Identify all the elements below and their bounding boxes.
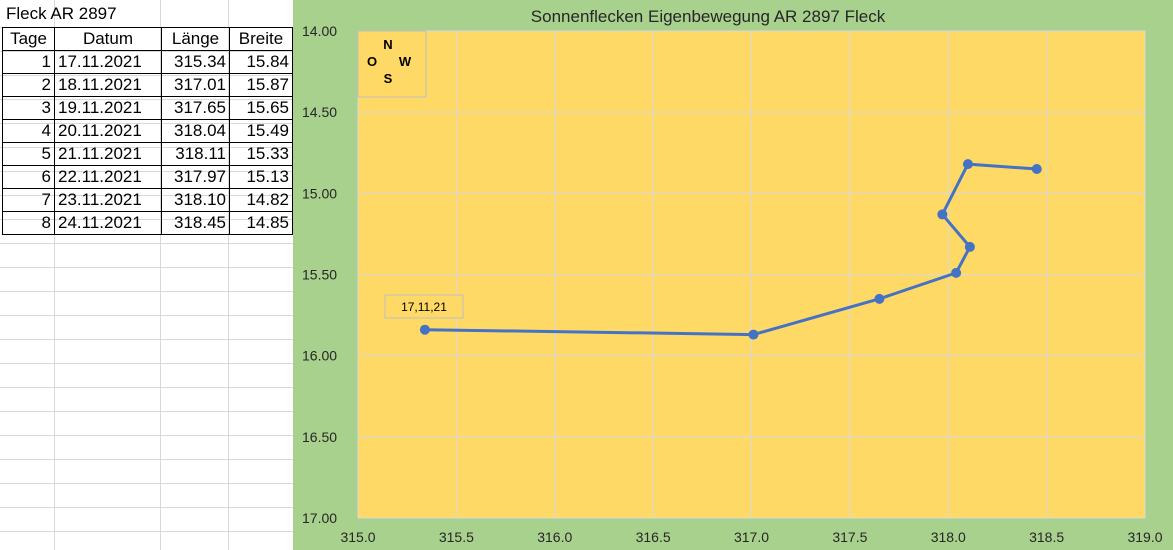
y-tick-label: 14.00 — [302, 23, 337, 39]
y-tick-label: 14.50 — [302, 104, 337, 120]
table-row: 7 23.11.2021 318.10 14.82 — [2, 188, 293, 212]
y-tick-label: 15.50 — [302, 267, 337, 283]
grid-column-line — [54, 0, 55, 550]
cell-tage[interactable]: 2 — [2, 73, 55, 97]
cell-datum[interactable]: 19.11.2021 — [54, 96, 162, 120]
table-row: 8 24.11.2021 318.45 14.85 — [2, 211, 293, 235]
grid-row-line — [0, 291, 293, 292]
cell-datum[interactable]: 21.11.2021 — [54, 142, 162, 166]
x-tick-label: 317.0 — [734, 529, 769, 545]
chart-svg: 315.0 315.5 316.0 316.5 317.0 317.5 318.0 318.5… — [302, 7, 1163, 545]
series-line — [424, 162, 1037, 337]
table-row: 2 18.11.2021 317.01 15.87 — [2, 73, 293, 97]
grid-row-line — [0, 267, 293, 268]
cell-tage[interactable]: 8 — [2, 211, 55, 235]
data-point — [962, 159, 973, 170]
table-row: 1 17.11.2021 315.34 15.84 — [2, 50, 293, 74]
y-tick-label: 16.00 — [302, 348, 337, 364]
table-row: 3 19.11.2021 317.65 15.65 — [2, 96, 293, 120]
header-datum[interactable]: Datum — [54, 27, 162, 51]
compass-north: N — [383, 37, 392, 52]
cell-tage[interactable]: 7 — [2, 188, 55, 212]
grid-row-line — [0, 411, 293, 412]
cell-breite[interactable]: 14.85 — [229, 211, 293, 235]
y-tick-label: 17.00 — [302, 510, 337, 526]
grid-row-line — [0, 339, 293, 340]
grid-column-line — [228, 0, 229, 550]
grid-row-line — [0, 483, 293, 484]
table-header-row: Tage Datum Länge Breite — [2, 27, 293, 51]
y-tick-label: 15.00 — [302, 185, 337, 201]
cell-laenge[interactable]: 315.34 — [161, 50, 230, 74]
x-tick-label: 315.0 — [340, 529, 375, 545]
cell-breite[interactable]: 14.82 — [229, 188, 293, 212]
cell-laenge[interactable]: 317.65 — [161, 96, 230, 120]
compass-south: S — [384, 71, 393, 86]
cell-tage[interactable]: 5 — [2, 142, 55, 166]
cell-breite[interactable]: 15.84 — [229, 50, 293, 74]
grid-row-line — [0, 459, 293, 460]
x-tick-label: 316.5 — [636, 529, 671, 545]
header-breite[interactable]: Breite — [229, 27, 293, 51]
cell-tage[interactable]: 3 — [2, 96, 55, 120]
cell-breite[interactable]: 15.33 — [229, 142, 293, 166]
header-tage[interactable]: Tage — [2, 27, 55, 51]
cell-laenge[interactable]: 318.04 — [161, 119, 230, 143]
cell-breite[interactable]: 15.65 — [229, 96, 293, 120]
cell-datum[interactable]: 22.11.2021 — [54, 165, 162, 189]
table-row: 6 22.11.2021 317.97 15.13 — [2, 165, 293, 189]
data-point — [964, 241, 975, 252]
grid-row-line — [0, 243, 293, 244]
data-point — [748, 329, 759, 340]
cell-laenge[interactable]: 317.01 — [161, 73, 230, 97]
x-tick-label: 316.0 — [537, 529, 572, 545]
grid-row-line — [0, 531, 293, 532]
cell-datum[interactable]: 20.11.2021 — [54, 119, 162, 143]
cell-breite[interactable]: 15.13 — [229, 165, 293, 189]
grid-column-line — [160, 0, 161, 550]
cell-datum[interactable]: 17.11.2021 — [54, 50, 162, 74]
chart[interactable]: 315.0 315.5 316.0 316.5 317.0 317.5 318.0 318.5… — [293, 0, 1173, 550]
data-point — [874, 293, 885, 304]
chart-title: Sonnenflecken Eigenbewegung AR 2897 Flec… — [531, 7, 886, 26]
cell-datum[interactable]: 18.11.2021 — [54, 73, 162, 97]
grid-row-line — [0, 363, 293, 364]
x-tick-label: 315.5 — [439, 529, 474, 545]
sheet-title-cell[interactable]: Fleck AR 2897 — [6, 4, 117, 23]
grid-row-line — [0, 435, 293, 436]
cell-breite[interactable]: 15.49 — [229, 119, 293, 143]
cell-tage[interactable]: 4 — [2, 119, 55, 143]
compass-box — [357, 30, 427, 98]
data-point — [937, 209, 948, 220]
header-laenge[interactable]: Länge — [161, 27, 230, 51]
data-point — [1031, 163, 1042, 174]
cell-datum[interactable]: 23.11.2021 — [54, 188, 162, 212]
table-row: 4 20.11.2021 318.04 15.49 — [2, 119, 293, 143]
grid-row-line — [0, 387, 293, 388]
x-tick-label: 318.5 — [1029, 529, 1064, 545]
data-point — [419, 324, 430, 335]
annotation-box — [384, 294, 464, 319]
cell-laenge[interactable]: 318.11 — [161, 142, 230, 166]
table-row: 5 21.11.2021 318.11 15.33 — [2, 142, 293, 166]
cell-breite[interactable]: 15.87 — [229, 73, 293, 97]
x-tick-label: 319.0 — [1127, 529, 1162, 545]
y-tick-label: 16.50 — [302, 429, 337, 445]
data-table: Tage Datum Länge Breite 1 17.11.2021 315.3… — [2, 27, 293, 235]
cell-laenge[interactable]: 317.97 — [161, 165, 230, 189]
data-point — [951, 267, 962, 278]
compass-west: W — [399, 54, 412, 69]
cell-tage[interactable]: 6 — [2, 165, 55, 189]
start-date-annotation: 17,11,21 — [401, 300, 447, 314]
x-tick-label: 317.5 — [832, 529, 867, 545]
compass-east: O — [367, 54, 377, 69]
grid-row-line — [0, 507, 293, 508]
x-tick-label: 318.0 — [931, 529, 966, 545]
grid-row-line — [0, 315, 293, 316]
cell-laenge[interactable]: 318.10 — [161, 188, 230, 212]
cell-tage[interactable]: 1 — [2, 50, 55, 74]
cell-laenge[interactable]: 318.45 — [161, 211, 230, 235]
cell-datum[interactable]: 24.11.2021 — [54, 211, 162, 235]
